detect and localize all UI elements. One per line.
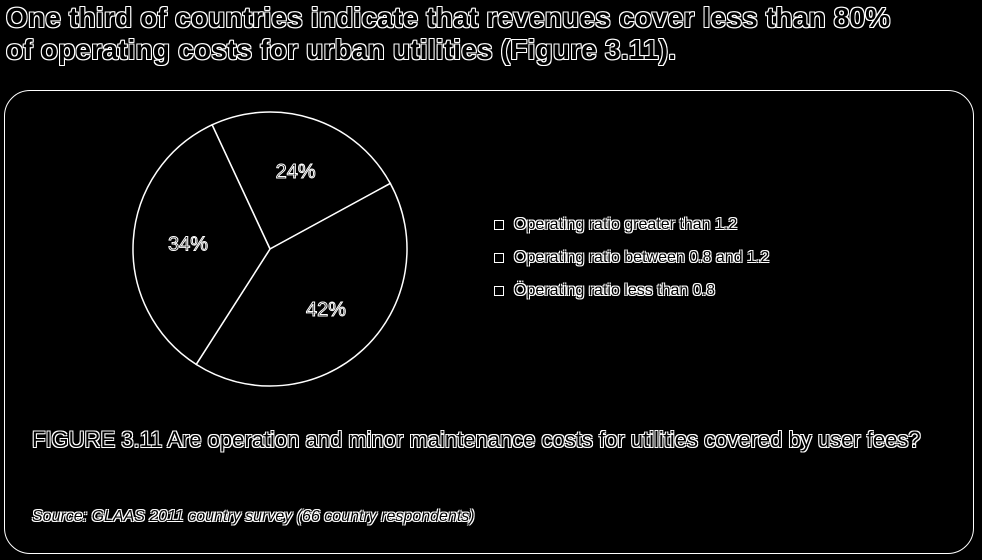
headline-line-1: One third of countries indicate that rev… (6, 2, 891, 33)
slice-label: 34% (168, 234, 208, 256)
legend: Operating ratio greater than 1.2 Operati… (494, 208, 769, 307)
slice-label: 24% (276, 161, 316, 183)
legend-item: Öperating ratio less than 0.8 (494, 274, 769, 307)
figure-caption: FIGURE 3.11 Are operation and minor main… (32, 427, 921, 452)
legend-item: Operating ratio between 0.8 and 1.2 (494, 241, 769, 274)
legend-swatch (494, 285, 504, 296)
headline-line-2: of operating costs for urban utilities (… (6, 34, 677, 65)
pie-slice (132, 123, 271, 366)
source-note: Source: GLAAS 2011 country survey (66 co… (32, 508, 475, 525)
headline: One third of countries indicate that rev… (6, 2, 976, 66)
legend-swatch (494, 252, 504, 263)
legend-label: Operating ratio between 0.8 and 1.2 (514, 248, 770, 266)
legend-item: Operating ratio greater than 1.2 (494, 208, 769, 241)
legend-label: Operating ratio greater than 1.2 (514, 215, 738, 233)
legend-label: Öperating ratio less than 0.8 (514, 281, 716, 299)
figure-panel (4, 90, 974, 554)
slice-label: 42% (306, 299, 346, 321)
pie-slice (211, 111, 392, 251)
pie-slice (195, 182, 408, 387)
legend-swatch (494, 219, 504, 230)
